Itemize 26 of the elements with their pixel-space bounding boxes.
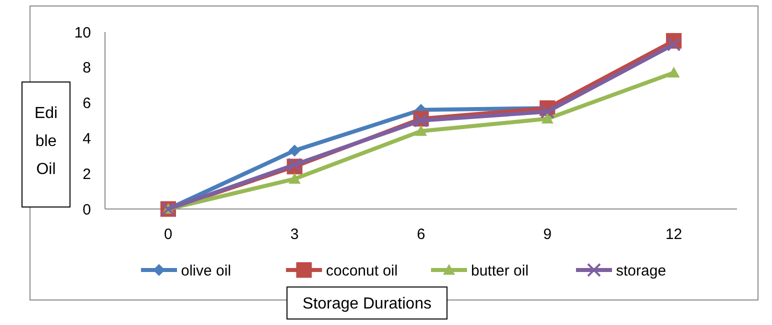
x-tick-label: 3 (290, 226, 299, 243)
point (288, 172, 301, 184)
y-tick-label: 10 (74, 24, 91, 42)
y-tick-label: 8 (82, 60, 91, 77)
y-axis-title: Edible Oil (34, 105, 58, 178)
point (414, 114, 428, 128)
y-tick-label: 4 (82, 130, 91, 148)
point (666, 37, 681, 52)
x-tick-label: 0 (164, 226, 172, 243)
x-tick-label: 12 (665, 226, 682, 243)
legend-label: butter oil (471, 262, 529, 280)
y-tick-label: 0 (82, 201, 91, 218)
point (540, 104, 554, 119)
legend-label: olive oil (181, 262, 232, 280)
legend-label: storage (616, 262, 666, 280)
legend-label: coconut oil (326, 262, 398, 280)
point (288, 158, 302, 172)
x-axis-title: Storage Durations (302, 296, 432, 313)
point (668, 66, 680, 78)
point (288, 144, 301, 157)
x-tick-label: 6 (416, 226, 426, 243)
y-tick-label: 6 (82, 95, 91, 112)
y-tick-label: 2 (82, 166, 91, 183)
point (415, 125, 427, 136)
point (541, 112, 554, 124)
x-tick-label: 9 (543, 226, 552, 243)
